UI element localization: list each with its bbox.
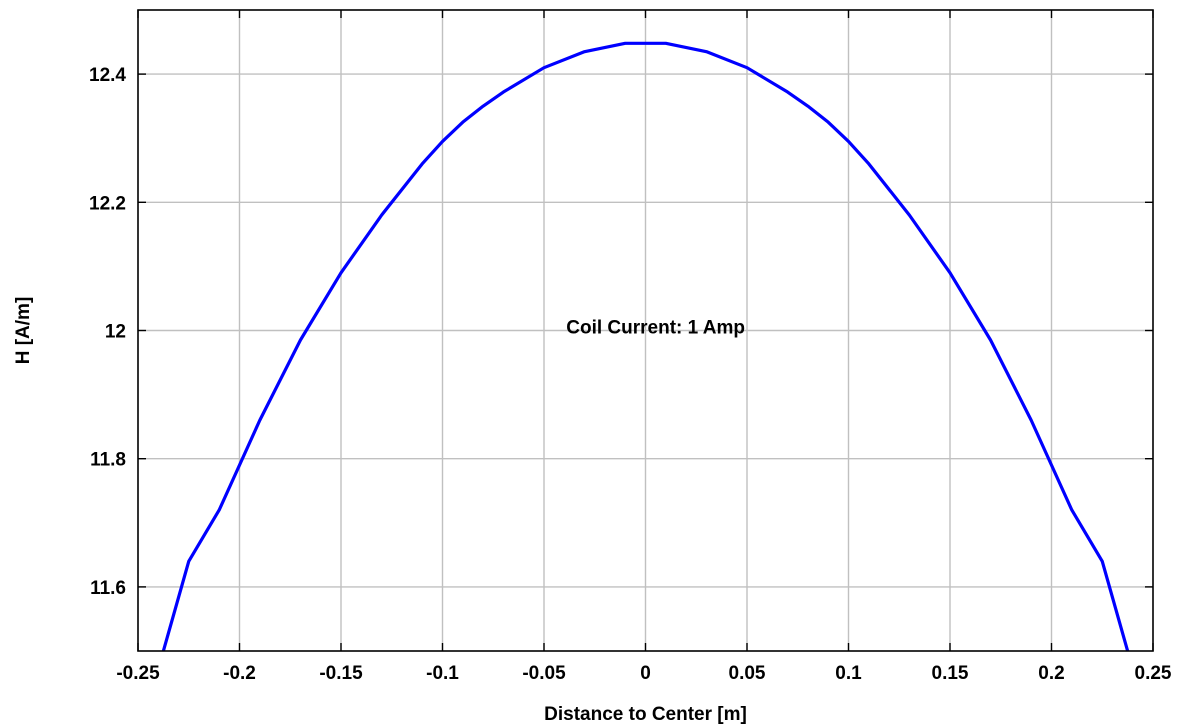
x-tick-label: 0.2 (1038, 663, 1064, 684)
tick-labels: -0.25 -0.2 -0.15 -0.1 -0.05 0 0.05 0.1 0.15 0.2 0.… (89, 65, 1172, 684)
y-tick-label: 11.6 (90, 578, 126, 599)
series-layer (161, 41, 1130, 652)
x-tick-label: -0.05 (522, 663, 566, 684)
y-tick-label: 11.8 (90, 450, 126, 471)
x-tick-label: -0.25 (116, 663, 160, 684)
ticks (137, 10, 1154, 651)
y-tick-label: 12 (105, 322, 126, 343)
x-tick-label: -0.15 (319, 663, 363, 684)
x-tick-label: 0.15 (932, 663, 969, 684)
y-tick-label: 12.2 (89, 193, 126, 214)
series-line (161, 41, 1130, 652)
x-tick-label: 0 (640, 663, 651, 684)
x-axis-label: Distance to Center [m] (544, 704, 747, 725)
x-tick-label: -0.2 (223, 663, 256, 684)
x-tick-label: -0.1 (426, 663, 459, 684)
annotation-label: Coil Current: 1 Amp (566, 318, 745, 339)
x-tick-label: 0.25 (1135, 663, 1172, 684)
y-axis-label: H [A/m] (13, 297, 34, 365)
x-tick-label: 0.1 (835, 663, 862, 684)
y-tick-label: 12.4 (89, 65, 126, 86)
x-tick-label: 0.05 (729, 663, 766, 684)
